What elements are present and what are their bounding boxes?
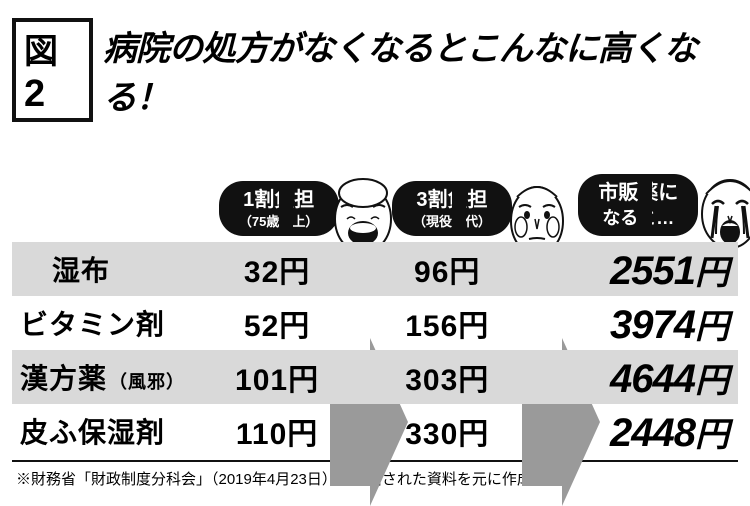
label-text: ビタミン剤 xyxy=(20,303,165,343)
footnote: ※財務省「財政制度分科会」（2019年4月23日）に提出された資料を元に作成 xyxy=(12,460,738,489)
table-row: 皮ふ保湿剤 110円 330円 2448円 xyxy=(12,404,738,458)
row-label: 皮ふ保湿剤 xyxy=(12,411,192,451)
figure-number: 2 xyxy=(24,73,47,115)
label-text: 皮ふ保湿剤 xyxy=(20,411,165,451)
page-title: 病院の処方がなくなるとこんなに高くなる！ xyxy=(103,21,738,119)
v3-num: 2551 xyxy=(610,249,695,293)
table-row: 湿布 32円 96円 2551円 xyxy=(12,242,738,296)
header-sub: なると… xyxy=(588,204,688,230)
table-row: ビタミン剤 52円 156円 3974円 xyxy=(12,296,738,350)
header-sub: （75歳以上） xyxy=(229,211,329,230)
cell-v2: 156円 xyxy=(362,301,532,345)
cell-v1: 52円 xyxy=(192,301,362,345)
label-sub: （風邪） xyxy=(109,368,185,394)
yen-unit: 円 xyxy=(695,416,728,454)
v3-num: 4644 xyxy=(610,357,695,401)
cell-v1: 32円 xyxy=(192,247,362,291)
cell-v2: 303円 xyxy=(362,355,532,399)
label-text: 湿布 xyxy=(52,249,110,289)
cell-v1: 110円 xyxy=(192,409,362,453)
cell-v1: 101円 xyxy=(192,355,362,399)
header-main: 1割負担 xyxy=(229,189,329,211)
row-label: 湿布 xyxy=(12,249,192,289)
cell-v3: 2551円 xyxy=(532,245,738,294)
header-badge-3: 市販薬に なると… xyxy=(578,174,698,236)
cell-v3: 2448円 xyxy=(532,407,738,456)
header-main: 3割負担 xyxy=(402,189,502,211)
title-row: 図2 病院の処方がなくなるとこんなに高くなる！ xyxy=(12,18,738,122)
yen-unit: 円 xyxy=(695,308,728,346)
figure-label: 図 xyxy=(24,33,60,71)
header-sub: （現役世代） xyxy=(402,211,502,230)
cell-v3: 4644円 xyxy=(532,353,738,402)
header-badge-1: 1割負担 （75歳以上） xyxy=(219,181,339,236)
cell-v2: 330円 xyxy=(362,409,532,453)
cell-v2: 96円 xyxy=(362,247,532,291)
face-crying-icon xyxy=(694,164,750,252)
v3-num: 3974 xyxy=(610,303,695,347)
price-table: 湿布 32円 96円 2551円 ビタミン剤 52円 156円 3974円 漢方… xyxy=(12,242,738,458)
figure-badge: 図2 xyxy=(12,18,93,122)
header-badge-2: 3割負担 （現役世代） xyxy=(392,181,512,236)
v3-num: 2448 xyxy=(610,411,695,455)
table-row: 漢方薬（風邪） 101円 303円 4644円 xyxy=(12,350,738,404)
row-label: 漢方薬（風邪） xyxy=(12,357,192,397)
header-col-1: 1割負担 （75歳以上） xyxy=(192,181,365,236)
yen-unit: 円 xyxy=(695,362,728,400)
cell-v3: 3974円 xyxy=(532,299,738,348)
row-label: ビタミン剤 xyxy=(12,303,192,343)
header-main: 市販薬に xyxy=(588,182,688,204)
yen-unit: 円 xyxy=(695,254,728,292)
label-text: 漢方薬 xyxy=(20,357,107,397)
column-headers: 1割負担 （75歳以上） 3割負担 （現役世代） xyxy=(12,136,738,236)
